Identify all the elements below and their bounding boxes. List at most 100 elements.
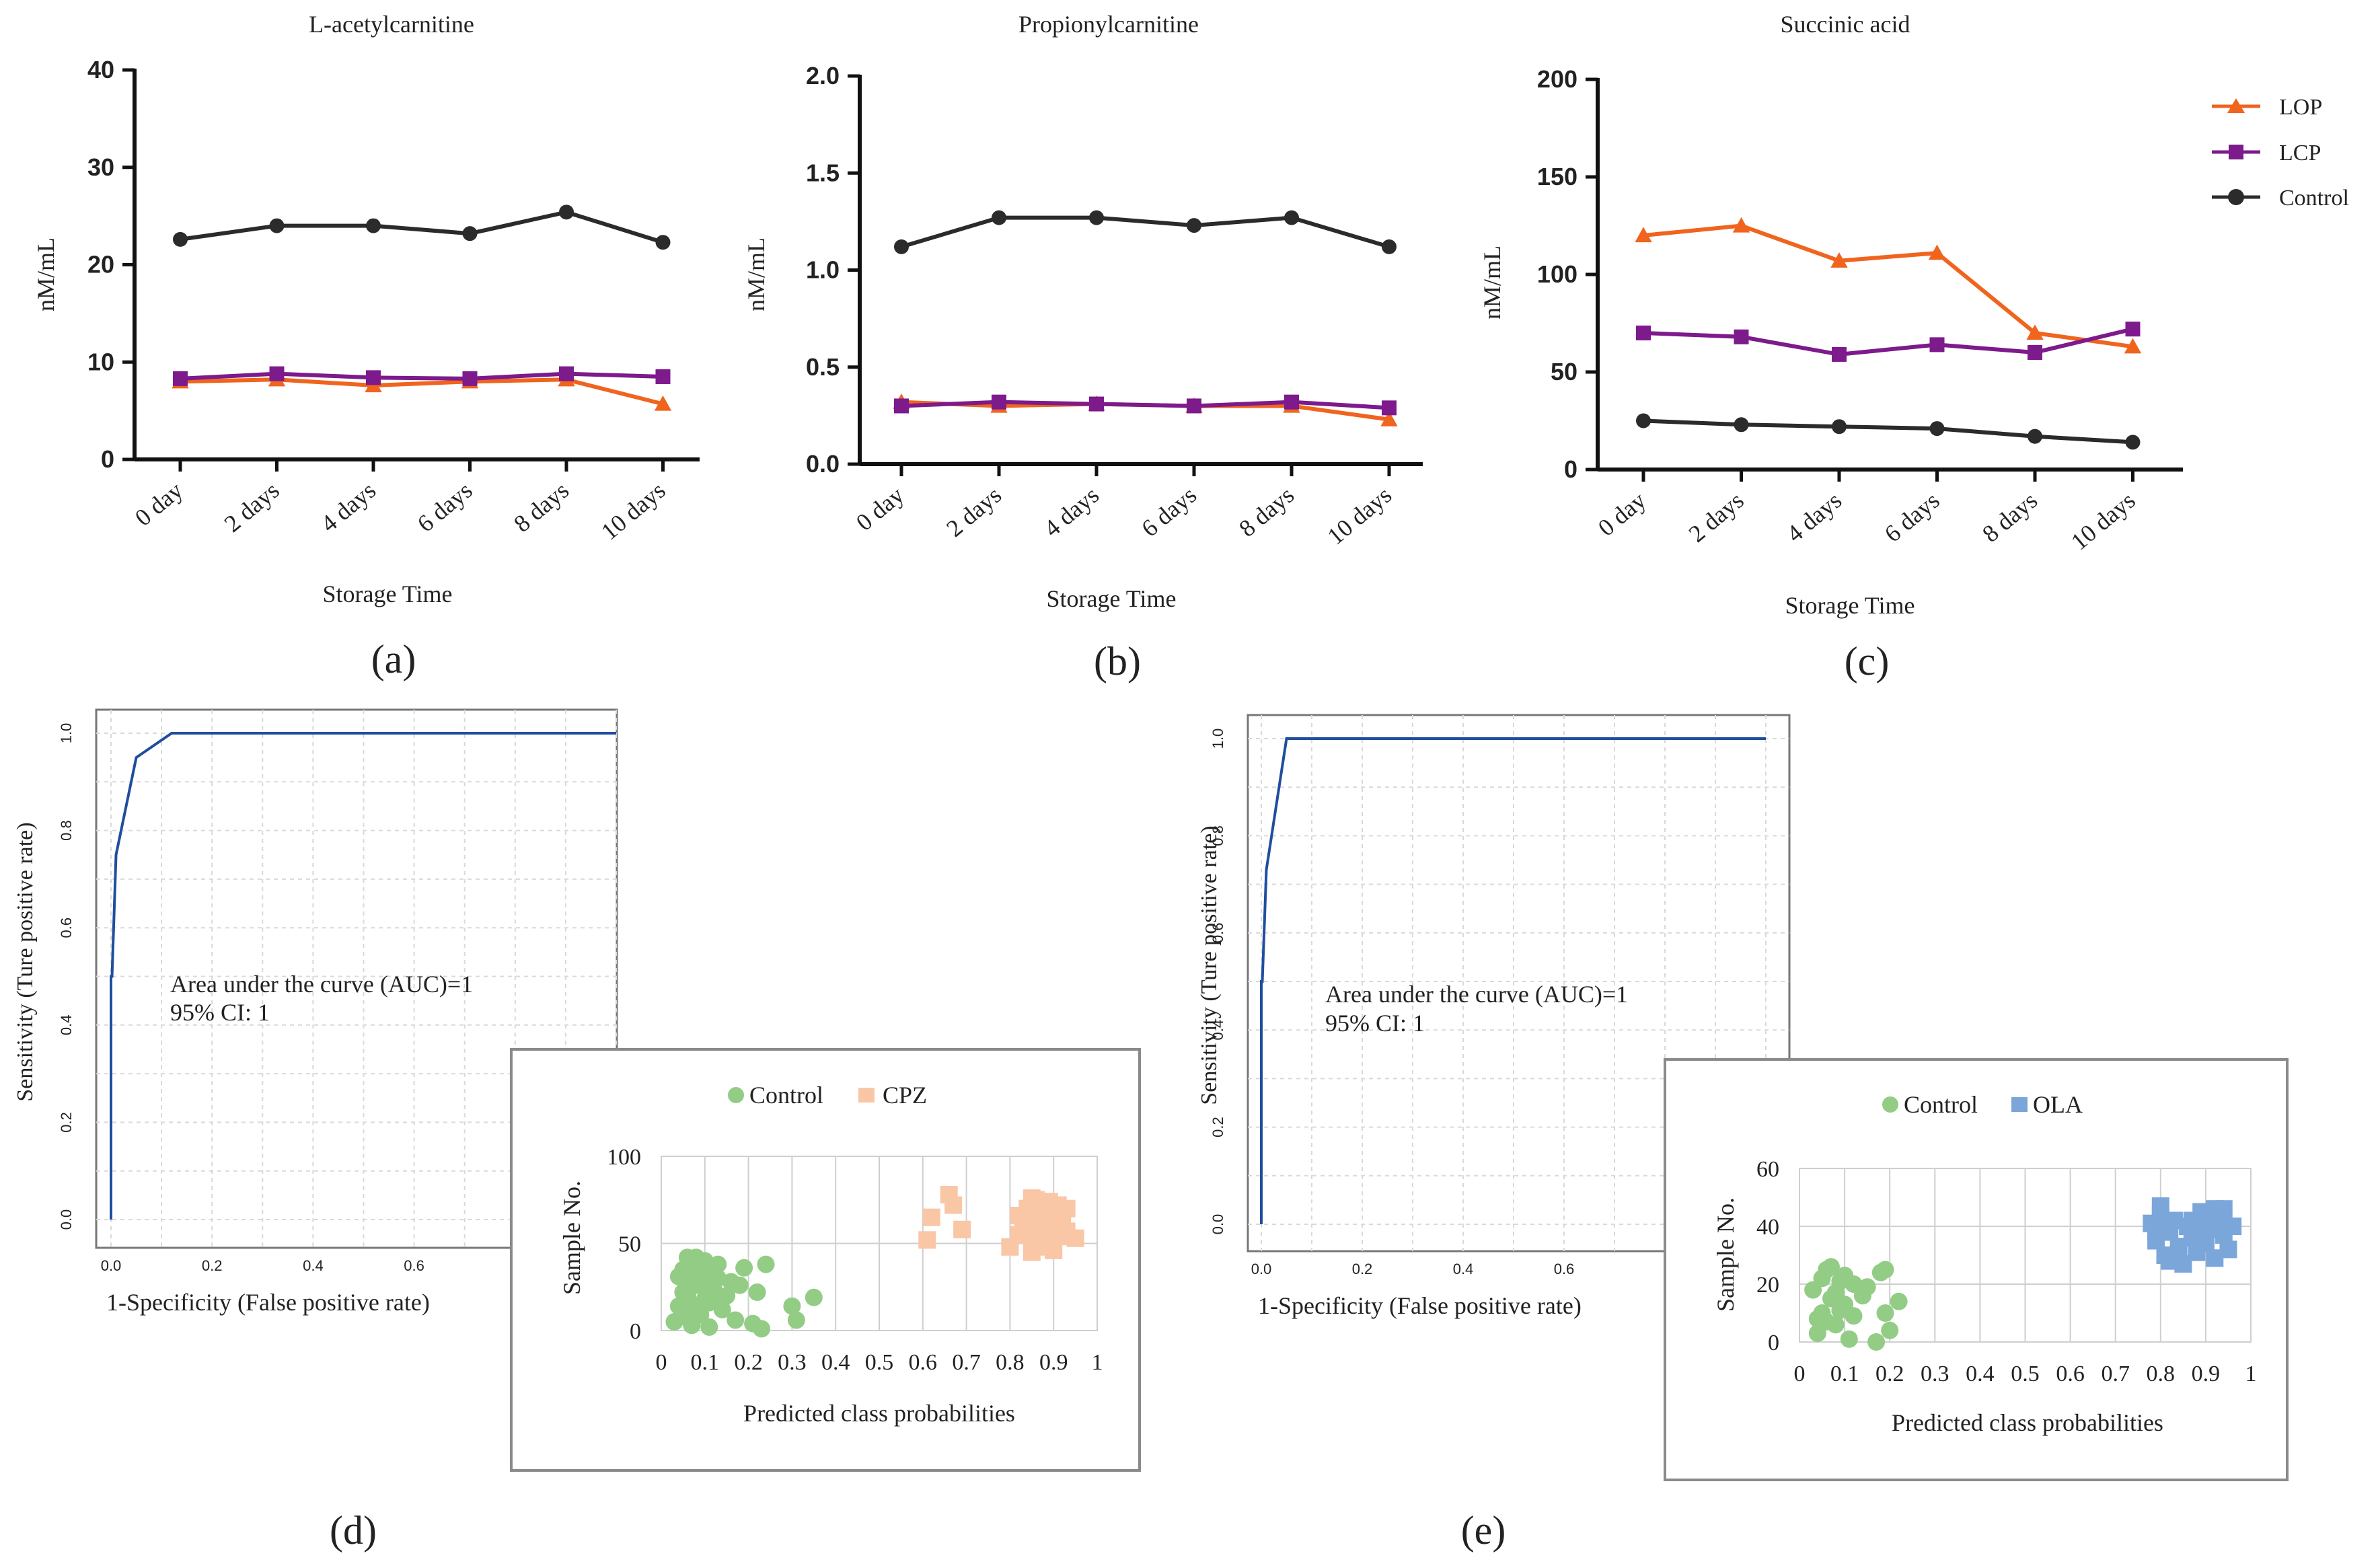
panel-e-inset-ola-point (2161, 1252, 2179, 1270)
panel-c-xtick-label: 6 days (1880, 486, 1945, 547)
panel-a-lcp-point (269, 366, 285, 381)
panel-c-lop-point (2026, 324, 2044, 340)
panel-d-annotation-ci: 95% CI: 1 (170, 999, 270, 1026)
legend-lcp-marker (2229, 145, 2243, 159)
panel-a-control-point (269, 218, 285, 233)
panel-b-lcp-point (894, 398, 909, 414)
panel-e-inset-legend: Control OLA (1882, 1091, 2083, 1118)
panel-c-xtick-label: 2 days (1684, 486, 1749, 547)
panel-c-lop-point (2124, 338, 2142, 354)
panel-a-series-lop-line (180, 377, 664, 406)
panel-a-ytick-label: 30 (87, 153, 114, 181)
panel-a-label: (a) (371, 637, 416, 681)
panel-e-inset-control-point (1876, 1261, 1894, 1279)
panel-b-lcp-point (1089, 396, 1104, 412)
panel-d-inset-control-point (753, 1320, 771, 1338)
panel-a-control-point (366, 218, 381, 233)
panel-c-ytick-label: 100 (1537, 260, 1577, 288)
panel-d-inset: Control CPZ 0 50 100 0 0.1 0.2 0.3 0.4 0.5 0.6 0.7… (510, 1048, 1141, 1472)
panel-e-inset: Control OLA 0 20 40 60 0 0.1 0.2 0.3 0.4 0.5 0.6 0.… (1664, 1058, 2289, 1481)
panel-d-inset-control-point (709, 1255, 727, 1273)
inset-e-legend-control-marker (1882, 1096, 1898, 1113)
panel-b-control-point (1382, 239, 1397, 254)
panel-e-roc-curve (1260, 737, 1766, 1224)
panel-b-ytick-label: 1.5 (806, 159, 840, 186)
panel-b-lcp-point (1382, 400, 1397, 416)
panel-d-inset-xtick-label: 1 (1092, 1350, 1103, 1375)
panel-c-control-point (2028, 428, 2042, 444)
panel-d-inset-xtick-label: 0.6 (909, 1350, 938, 1375)
panel-d-ytick-label: 0.4 (58, 1015, 75, 1036)
panel-a-lcp-point (173, 371, 188, 386)
panel-d-inset-control-point (678, 1248, 696, 1267)
panel-e-inset-ytick-label: 40 (1756, 1215, 1779, 1240)
panel-a-ytick-label: 10 (87, 348, 114, 375)
panel-e-inset-ola-point (2147, 1223, 2165, 1241)
inset-e-legend-ola-marker (2011, 1097, 2028, 1112)
panel-a-lcp-point (559, 366, 574, 381)
legend-lop-marker (2227, 98, 2245, 113)
panel-d-inset-cpz-point (1010, 1207, 1028, 1225)
panel-a-series-lcp-line (180, 371, 663, 381)
panel-d-inset-cpz-point (944, 1196, 963, 1214)
panel-b-series-lcp-line (901, 400, 1390, 410)
panel-c-ytick-label: 0 (1564, 455, 1577, 483)
panel-e-inset-ola-point (2224, 1218, 2242, 1235)
panel-b-xtick-label: 10 days (1322, 481, 1397, 550)
panel-c-control-point (1832, 419, 1847, 435)
panel-b-control-point (1089, 210, 1104, 225)
panel-c-xtick-label: 0 day (1593, 486, 1651, 541)
panel-b-xtick-label: 8 days (1234, 481, 1299, 542)
panel-a-series-control-line (180, 210, 664, 245)
panel-d-inset-control-point (713, 1290, 731, 1308)
legend-lcp-label: LCP (2279, 141, 2321, 165)
panel-d-inset-ytick-label: 0 (630, 1319, 641, 1344)
panel-c-lop-point (1830, 252, 1848, 268)
panel-b-xtick-label: 4 days (1039, 481, 1104, 542)
panel-e-inset-xlabel: Predicted class probabilities (1892, 1409, 2163, 1436)
panel-c-lcp-point (1929, 337, 1945, 352)
legend-entry-control: Control (2212, 186, 2349, 211)
panel-d-ytick-label: 1.0 (58, 723, 75, 744)
panel-d-inset-control-point (757, 1255, 775, 1273)
panel-d-inset-cpz-point (1027, 1191, 1045, 1209)
panel-c-control-point (2125, 435, 2141, 450)
panel-e-inset-scatter: 0 20 40 60 0 0.1 0.2 0.3 0.4 0.5 0.6 0.7 0.8 0.9 1 (1756, 1157, 2257, 1386)
panel-d-inset-control-point (700, 1294, 718, 1312)
panel-e-inset-ytick-label: 20 (1756, 1273, 1779, 1298)
panel-d-inset-control-point (683, 1302, 701, 1320)
panel-d-inset-xtick-label: 0.4 (821, 1350, 850, 1375)
panel-b-ytick-label: 2.0 (806, 62, 840, 89)
panel-d-ytick-label: 0.8 (58, 820, 75, 841)
panel-e-xtick-label: 0.0 (1251, 1261, 1272, 1277)
panel-e-xtick-label: 0.2 (1352, 1261, 1373, 1277)
panel-c-lcp-point (1832, 346, 1847, 362)
panel-c-lop-point (1635, 227, 1652, 243)
panel-c-xlabel: Storage Time (1785, 592, 1915, 619)
panel-e-inset-xtick-label: 0.3 (1921, 1361, 1949, 1386)
panel-c-xtick-label: 8 days (1977, 486, 2042, 547)
panel-d-xtick-label: 0.6 (404, 1257, 424, 1274)
panel-c-title: Succinic acid (1781, 11, 1910, 38)
panel-d-inset-control-point (692, 1257, 710, 1275)
panel-e-inset-control-point (1876, 1304, 1894, 1322)
panel-d-ylabel: Sensitivity (Ture positive rate) (13, 822, 38, 1101)
panel-e-ytick-label: 0.4 (1210, 1020, 1226, 1041)
panel-d-inset-cpz-point (1036, 1238, 1054, 1256)
panel-d: 0.0 0.2 0.4 0.6 0.8 1.0 0.0 0.2 0.4 0.6 Sensitivi… (13, 708, 1141, 1553)
panel-e-xtick-label: 0.4 (1453, 1261, 1474, 1277)
panel-e-inset-ytick-label: 60 (1756, 1157, 1779, 1182)
panel-d-inset-cpz-point (1049, 1196, 1067, 1214)
panel-e-xlabel: 1-Specificity (False positive rate) (1258, 1292, 1582, 1319)
panel-c-xtick-label: 10 days (2066, 486, 2141, 555)
panel-a-xtick-label: 8 days (509, 476, 574, 537)
panel-d-inset-cpz-point (953, 1220, 971, 1238)
panel-d-inset-control-point (787, 1311, 805, 1329)
panel-e-annotation-auc: Area under the curve (AUC)=1 (1325, 981, 1628, 1008)
panel-b-lcp-point (992, 394, 1006, 410)
panel-e-inset-ola-point (2183, 1211, 2201, 1230)
panel-c-ytick-label: 50 (1551, 358, 1577, 385)
panel-e-inset-xtick-label: 0 (1794, 1361, 1806, 1386)
panel-e-inset-xtick-label: 0.6 (2056, 1361, 2085, 1386)
panel-d-roc-curve (110, 732, 616, 1220)
